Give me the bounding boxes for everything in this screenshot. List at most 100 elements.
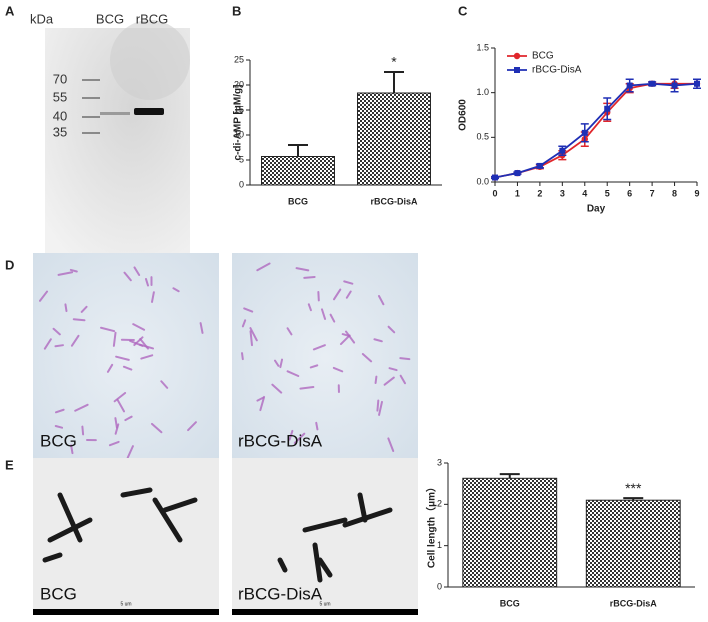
marker-label: 70 <box>53 71 67 86</box>
micrograph <box>232 253 418 462</box>
bacillus <box>249 327 258 342</box>
bacillus <box>112 331 117 347</box>
bacillus <box>302 517 348 533</box>
x-tick-label: 4 <box>582 188 587 198</box>
scale-bar <box>33 609 219 615</box>
bacillus <box>387 325 396 334</box>
bacillus <box>129 339 144 347</box>
x-tick-label: BCG <box>288 196 308 206</box>
scale-label: 5 um <box>319 601 330 607</box>
image-caption: rBCG-DisA <box>238 431 323 450</box>
bacillus <box>378 400 383 416</box>
bacillus <box>100 326 116 333</box>
y-tick-label: 15 <box>234 104 244 114</box>
bacillus <box>47 517 93 543</box>
bacillus <box>152 497 183 543</box>
point <box>604 105 611 112</box>
x-axis-label: Day <box>587 204 606 215</box>
bacillus <box>122 365 133 371</box>
y-tick-label: 5 <box>239 154 244 164</box>
bacillus <box>332 366 344 373</box>
bacillus <box>383 376 395 386</box>
point <box>694 80 700 87</box>
y-tick-label: 1.5 <box>476 42 489 52</box>
x-tick-label: 0 <box>492 188 497 198</box>
y-tick-label: 25 <box>234 54 244 64</box>
y-tick-label: 1 <box>437 540 442 550</box>
error-bar <box>288 144 308 157</box>
bacillus <box>243 307 254 313</box>
bacillus <box>116 398 126 413</box>
point <box>671 82 678 89</box>
y-axis-label: Cell length（μm） <box>425 482 438 568</box>
panel-label: E <box>5 457 14 472</box>
y-tick-label: 20 <box>234 79 244 89</box>
y-axis-label: c-di-AMP [μM/g] <box>233 85 244 161</box>
bacillus <box>317 557 333 578</box>
bacillus <box>162 497 198 513</box>
bacillus <box>345 290 352 299</box>
lane-label: rBCG <box>136 11 169 26</box>
bacillus <box>361 353 373 363</box>
bacillus <box>132 323 146 331</box>
bacillus <box>339 334 351 346</box>
bacillus <box>274 359 280 367</box>
bacillus <box>140 354 154 360</box>
bacillus <box>256 262 271 272</box>
scale-label: 5 um <box>120 601 131 607</box>
micrograph <box>33 458 219 615</box>
error-bar <box>499 473 520 479</box>
bacillus <box>279 358 284 369</box>
x-tick-label: 6 <box>627 188 632 198</box>
point <box>559 147 566 154</box>
marker-label: 55 <box>53 89 67 104</box>
bacillus <box>387 437 395 453</box>
bacillus <box>42 552 63 563</box>
bacillus <box>74 403 89 412</box>
bacillus <box>399 357 411 361</box>
y-tick-label: 1.0 <box>476 87 489 97</box>
bacillus <box>374 375 378 385</box>
y-axis-label: OD600 <box>458 99 469 131</box>
y-tick-label: 0 <box>239 179 244 189</box>
bacillus <box>114 423 120 435</box>
bacillus <box>124 415 133 422</box>
bacillus <box>376 399 380 412</box>
bacillus <box>307 303 312 312</box>
bacillus <box>312 344 326 351</box>
panel-label: C <box>458 3 468 18</box>
y-tick-label: 2 <box>437 499 442 509</box>
bacillus <box>133 266 141 276</box>
bacillus <box>332 288 342 301</box>
legend-label: rBCG-DisA <box>532 65 582 76</box>
lane-label: BCG <box>96 11 124 26</box>
bacillus <box>108 440 120 447</box>
bacillus <box>315 421 319 431</box>
x-tick-label: 8 <box>672 188 677 198</box>
y-tick-label: 0 <box>437 581 442 591</box>
x-tick-label: 3 <box>560 188 565 198</box>
bacillus <box>342 507 393 528</box>
bacillus <box>259 395 266 412</box>
bacillus <box>70 334 80 347</box>
micrograph <box>33 253 219 462</box>
bacillus <box>115 355 130 361</box>
bacillus <box>373 338 383 343</box>
bacillus <box>54 408 65 414</box>
y-tick-label: 0.0 <box>476 176 489 186</box>
x-tick-label: rBCG-DisA <box>370 196 418 206</box>
bacillus <box>345 330 356 344</box>
bacillus <box>357 492 368 523</box>
bacillus <box>57 271 74 276</box>
bacillus <box>106 363 114 373</box>
bacillus <box>54 424 64 429</box>
bacillus <box>303 275 316 279</box>
x-tick-label: 5 <box>605 188 610 198</box>
bacillus <box>249 330 253 347</box>
legend-marker <box>514 67 520 73</box>
bacillus <box>114 417 118 429</box>
legend-label: BCG <box>532 51 554 62</box>
micrograph <box>232 458 418 615</box>
bacillus <box>64 303 68 313</box>
